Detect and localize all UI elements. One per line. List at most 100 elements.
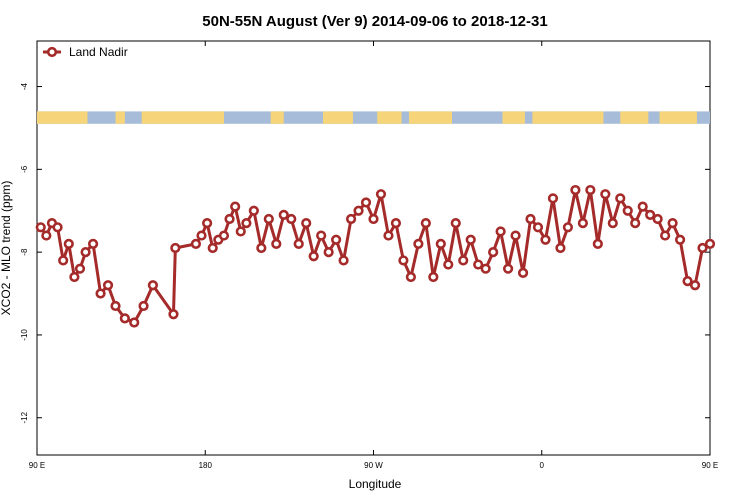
- data-point: [570, 184, 581, 196]
- data-point: [110, 300, 121, 312]
- series-line-segment: [573, 188, 585, 225]
- data-point: [413, 238, 424, 249]
- legend-label: Land Nadir: [69, 45, 128, 59]
- data-point: [562, 222, 574, 233]
- y-tick-label: -6: [20, 165, 29, 173]
- data-point: [235, 226, 246, 237]
- data-point: [398, 255, 409, 266]
- series-layer: [35, 184, 716, 328]
- data-point: [577, 218, 588, 229]
- x-tick-label: 90 W: [364, 461, 383, 470]
- data-point: [202, 218, 213, 229]
- y-axis-label: XCO2 - MLO trend (ppm): [0, 181, 13, 316]
- legend-marker: [46, 46, 58, 58]
- data-point: [207, 242, 218, 254]
- data-point: [622, 205, 633, 216]
- data-point: [170, 242, 181, 254]
- series-line-segment: [446, 221, 458, 267]
- data-point: [517, 267, 529, 278]
- series-line-segment: [409, 242, 420, 279]
- data-point: [69, 271, 80, 283]
- data-point: [301, 218, 312, 229]
- land-segment: [115, 111, 125, 124]
- series-line-segment: [67, 242, 76, 279]
- data-point: [368, 213, 379, 225]
- data-point: [331, 234, 342, 245]
- data-point: [555, 242, 566, 254]
- data-point: [428, 271, 439, 283]
- data-point: [224, 213, 235, 225]
- data-point: [458, 255, 469, 266]
- axis-ticks: 90 E 180 90 W 0 90 E -4 -6 -8 -10 -12: [20, 41, 718, 470]
- y-tick-label: -10: [20, 329, 29, 341]
- series-line-segment: [514, 234, 525, 275]
- data-point: [525, 213, 536, 225]
- data-point: [353, 205, 364, 216]
- series-line-segment: [379, 192, 390, 238]
- land-segment: [620, 111, 649, 124]
- legend: Land Nadir: [43, 45, 128, 59]
- series-line-segment: [171, 246, 177, 316]
- data-point: [592, 238, 603, 249]
- data-point: [503, 263, 514, 274]
- series-line-segment: [499, 229, 510, 271]
- land-ocean-strip: [37, 111, 710, 124]
- land-segment: [270, 111, 284, 124]
- data-point: [230, 201, 241, 212]
- data-point: [488, 247, 499, 258]
- x-tick-label: 0: [540, 461, 545, 470]
- land-segment: [659, 111, 697, 124]
- data-point: [615, 193, 626, 204]
- chart-title: 50N-55N August (Ver 9) 2014-09-06 to 201…: [202, 13, 547, 30]
- data-point: [473, 259, 484, 270]
- data-point: [58, 255, 69, 266]
- data-point: [667, 218, 678, 229]
- plot-frame: [36, 40, 711, 456]
- data-point: [35, 222, 46, 233]
- data-point: [129, 317, 140, 328]
- data-point: [652, 213, 663, 225]
- series-line-segment: [693, 246, 705, 287]
- data-point: [119, 313, 130, 324]
- data-point: [532, 222, 544, 233]
- data-point: [147, 280, 159, 291]
- data-point: [308, 251, 319, 262]
- data-point: [95, 288, 106, 299]
- data-point: [704, 238, 716, 249]
- data-point: [585, 184, 596, 196]
- series-line-segment: [252, 209, 263, 250]
- y-tick-label: -4: [20, 82, 29, 90]
- data-point: [540, 234, 551, 245]
- series-line-segment: [543, 196, 555, 242]
- series-line-segment: [454, 221, 465, 262]
- land-segment: [37, 111, 88, 124]
- land-segment: [141, 111, 224, 124]
- series-line-segment: [151, 283, 175, 316]
- series-line-segment: [91, 242, 103, 296]
- series-line-segment: [304, 221, 316, 258]
- data-point: [278, 209, 289, 220]
- series-line-segment: [581, 188, 592, 225]
- data-point: [547, 193, 559, 204]
- data-point: [293, 238, 304, 249]
- data-point: [241, 218, 252, 229]
- data-point: [645, 209, 656, 220]
- data-point: [286, 213, 297, 225]
- ocean-band: [37, 111, 710, 124]
- land-segment: [323, 111, 353, 124]
- data-point: [443, 259, 454, 270]
- series-line-segment: [431, 242, 443, 279]
- data-point: [682, 276, 693, 287]
- series-line-segment: [342, 217, 353, 262]
- series-line-segment: [588, 188, 600, 246]
- data-point: [168, 309, 179, 320]
- data-point: [607, 218, 618, 229]
- data-point: [338, 255, 349, 266]
- y-tick-label: -8: [20, 248, 29, 256]
- data-point: [63, 238, 74, 249]
- series-line-segment: [424, 221, 435, 279]
- data-point: [637, 201, 648, 212]
- data-point: [600, 189, 611, 200]
- series-line-segment: [56, 225, 65, 262]
